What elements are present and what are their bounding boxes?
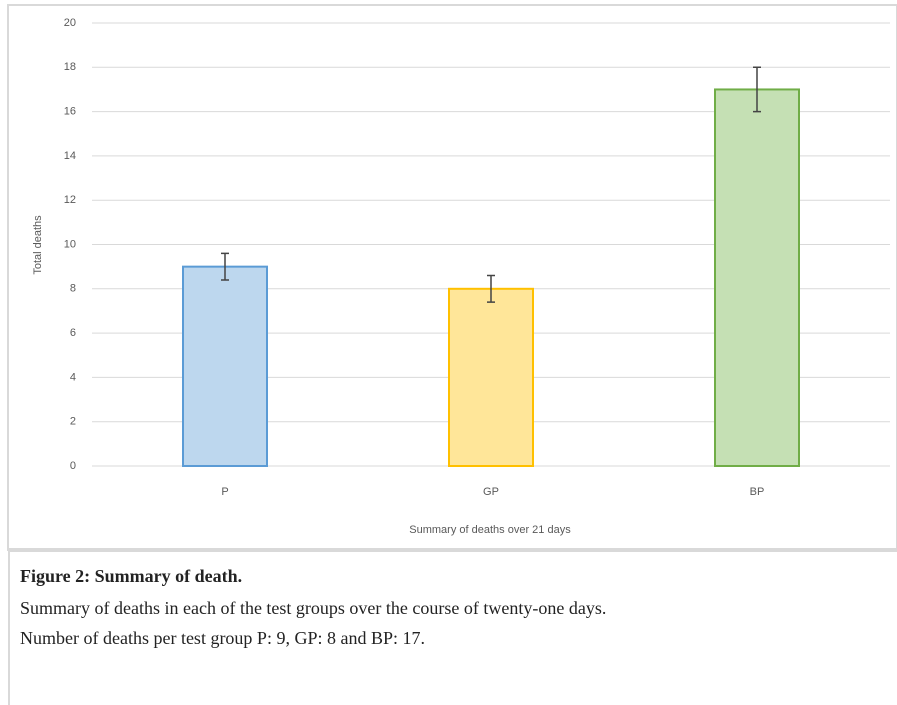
chart: Total deaths Summary of deaths over 21 d… bbox=[7, 4, 897, 552]
y-tick-label: 16 bbox=[64, 106, 76, 118]
y-axis-label: Total deaths bbox=[32, 215, 44, 275]
y-tick-label: 18 bbox=[64, 61, 76, 73]
y-tick-label: 2 bbox=[70, 416, 76, 428]
x-tick-label: GP bbox=[483, 486, 499, 498]
caption-line: Summary of deaths in each of the test gr… bbox=[20, 598, 607, 618]
y-tick-label: 14 bbox=[64, 150, 76, 162]
caption-title: Figure 2: Summary of death. bbox=[20, 566, 243, 586]
x-tick-label: BP bbox=[750, 486, 765, 498]
error-bar bbox=[487, 274, 495, 303]
error-bar bbox=[221, 252, 229, 281]
y-tick-label: 10 bbox=[64, 238, 76, 250]
error-bar bbox=[753, 66, 761, 113]
y-tick-label: 0 bbox=[70, 460, 76, 472]
y-tick-label: 6 bbox=[70, 327, 76, 339]
bar bbox=[448, 287, 534, 467]
y-tick-label: 20 bbox=[64, 17, 76, 29]
y-tick-label: 4 bbox=[70, 371, 76, 383]
caption-line: Number of deaths per test group P: 9, GP… bbox=[20, 628, 425, 648]
bar bbox=[714, 88, 800, 467]
x-axis-label: Summary of deaths over 21 days bbox=[409, 524, 571, 536]
bar bbox=[182, 265, 268, 467]
y-tick-label: 12 bbox=[64, 194, 76, 206]
left-border bbox=[8, 552, 10, 705]
x-tick-label: P bbox=[221, 486, 228, 498]
separator bbox=[8, 548, 897, 552]
y-tick-label: 8 bbox=[70, 283, 76, 295]
